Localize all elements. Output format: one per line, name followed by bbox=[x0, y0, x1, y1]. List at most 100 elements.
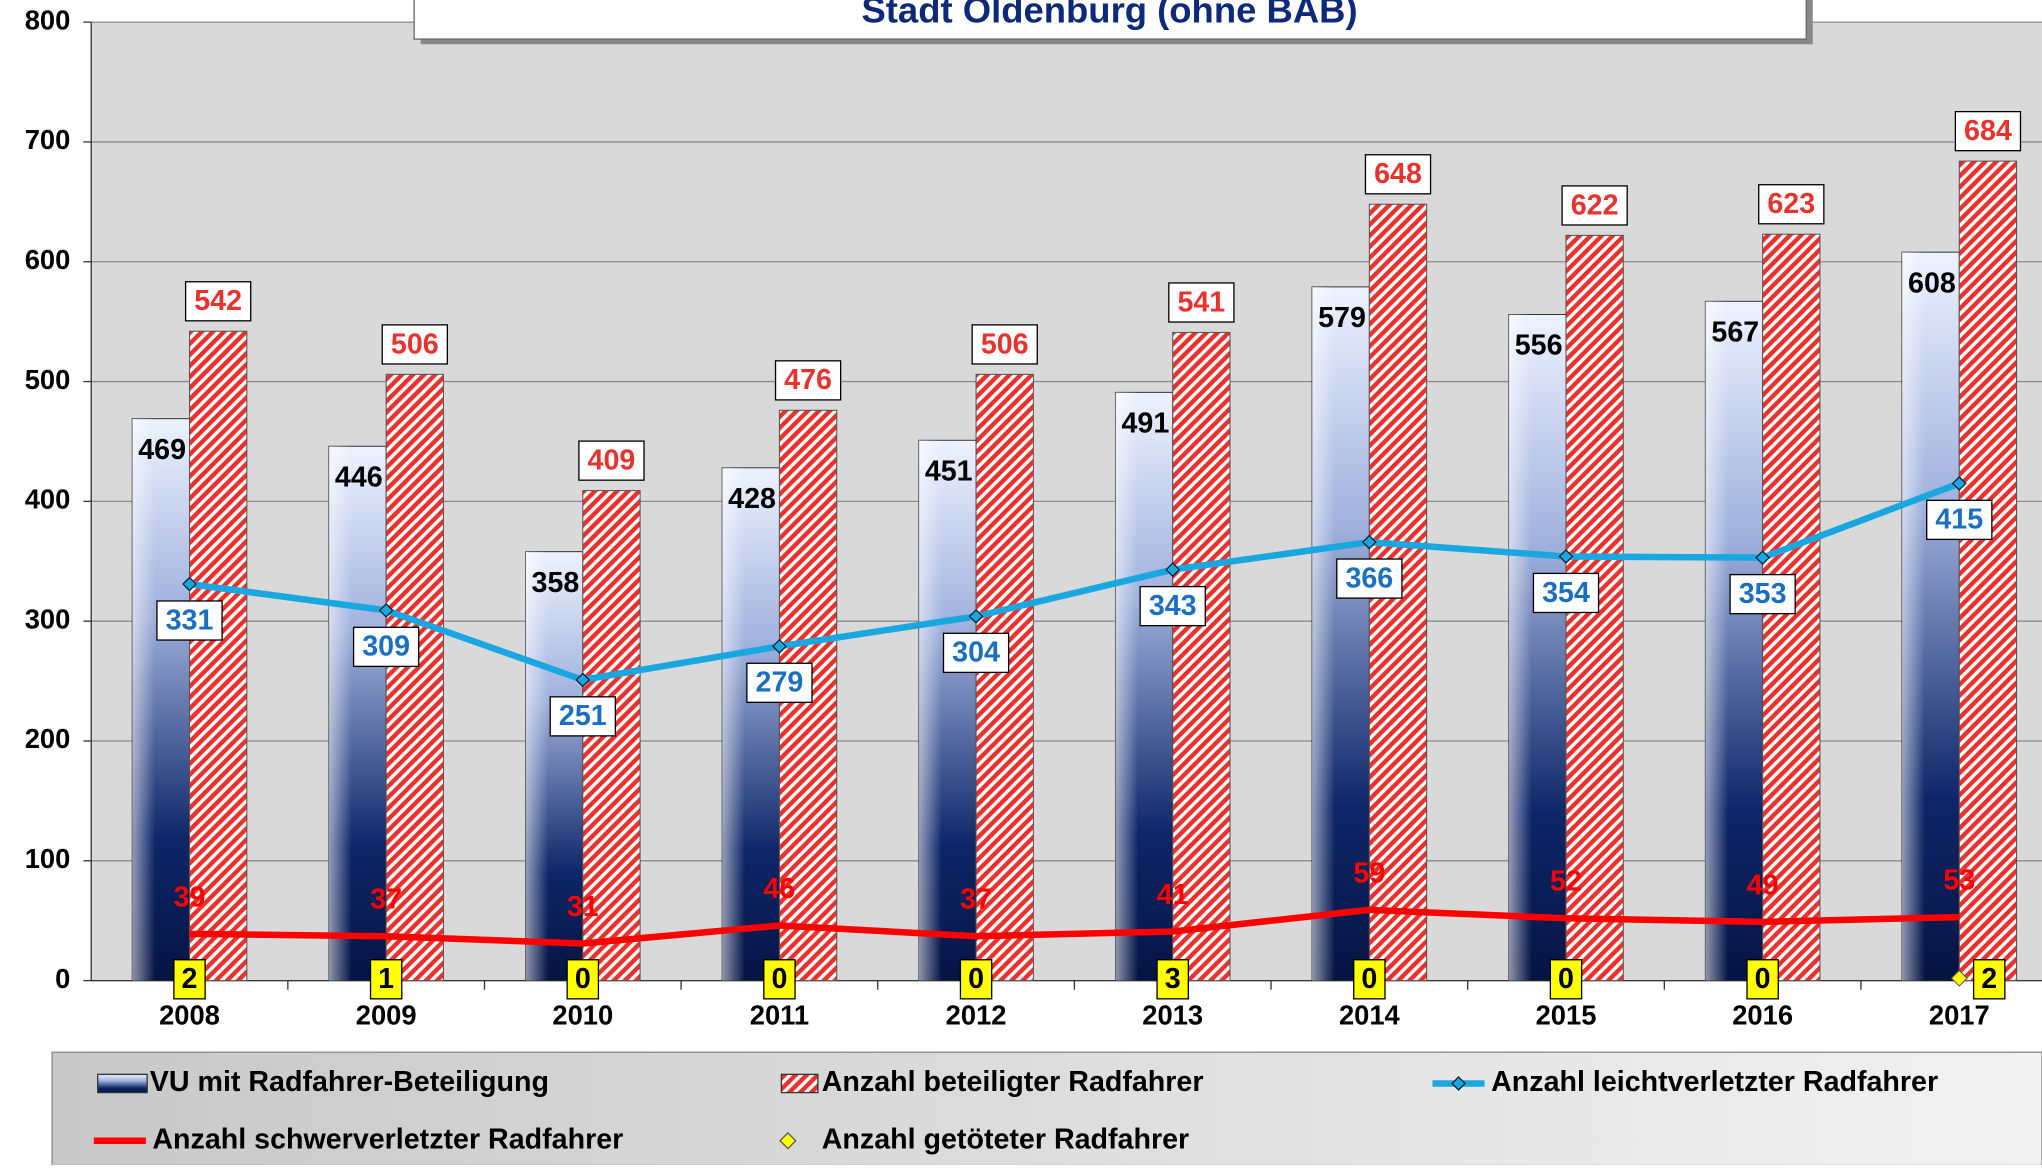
line-label-box bbox=[1926, 499, 1993, 541]
x-tick-label: 2016 bbox=[1732, 999, 1793, 1030]
bar-label: 358 bbox=[532, 567, 580, 599]
marker-label: 1 bbox=[378, 963, 394, 995]
bar-label: 608 bbox=[1908, 267, 1956, 299]
legend-label: Anzahl schwerverletzter Radfahrer bbox=[152, 1123, 623, 1155]
x-tick-label: 2015 bbox=[1536, 999, 1597, 1030]
line-label: 415 bbox=[1935, 504, 1983, 536]
bar-sheen bbox=[1115, 392, 1173, 981]
marker-label: 3 bbox=[1165, 963, 1181, 995]
marker-label: 0 bbox=[1558, 963, 1574, 995]
bar-label: 556 bbox=[1515, 330, 1563, 362]
bar-label-box bbox=[1561, 185, 1628, 226]
bar-label: 428 bbox=[728, 483, 776, 515]
line-label: 309 bbox=[362, 631, 410, 663]
y-tick-label: 0 bbox=[55, 963, 70, 994]
line-label-box bbox=[1139, 585, 1206, 627]
marker-label: 0 bbox=[1755, 963, 1771, 995]
bar-sheen bbox=[1705, 301, 1763, 981]
bar-label-box bbox=[184, 281, 252, 322]
bar bbox=[1172, 331, 1231, 982]
legend-swatch bbox=[97, 1073, 148, 1094]
line-label: 37 bbox=[960, 884, 992, 916]
line bbox=[189, 906, 1960, 947]
legend-swatch bbox=[780, 1073, 819, 1094]
line-label: 343 bbox=[1149, 590, 1197, 622]
bar-sheen bbox=[722, 467, 780, 981]
bar-sheen bbox=[1312, 286, 1370, 981]
bar-label: 476 bbox=[784, 364, 832, 396]
line-label: 46 bbox=[764, 873, 796, 905]
y-tick-label: 400 bbox=[25, 484, 71, 515]
bar-label-box bbox=[774, 360, 842, 401]
x-tick-label: 2008 bbox=[159, 999, 220, 1030]
legend-label: Anzahl beteiligter Radfahrer bbox=[822, 1066, 1204, 1098]
line-label: 366 bbox=[1345, 562, 1393, 594]
line-label: 304 bbox=[952, 637, 1000, 669]
bar bbox=[975, 373, 1034, 982]
y-tick-label: 800 bbox=[25, 4, 71, 35]
bar-label: 622 bbox=[1571, 189, 1619, 221]
line-marker bbox=[968, 608, 984, 624]
bar-label: 506 bbox=[981, 328, 1029, 360]
bar-sheen bbox=[525, 551, 583, 981]
line-label: 41 bbox=[1157, 879, 1189, 911]
line-label-box bbox=[1729, 573, 1796, 615]
line-label: 53 bbox=[1943, 865, 1975, 897]
bar-sheen bbox=[1901, 252, 1960, 981]
bar-label-box bbox=[578, 440, 645, 481]
line bbox=[189, 480, 1961, 684]
line-marker bbox=[771, 638, 787, 654]
line-label: 251 bbox=[559, 700, 607, 732]
y-tick-label: 600 bbox=[25, 244, 71, 275]
bar bbox=[188, 330, 248, 982]
bar-label: 684 bbox=[1964, 115, 2012, 147]
marker-label-box bbox=[763, 959, 796, 1000]
bar-label: 648 bbox=[1374, 158, 1422, 190]
line-label: 279 bbox=[756, 667, 804, 699]
marker-label-box bbox=[1972, 959, 2006, 1000]
line-marker bbox=[1165, 562, 1181, 578]
marker-label: 0 bbox=[771, 963, 787, 995]
y-tick-label: 200 bbox=[25, 723, 71, 754]
line-label: 59 bbox=[1353, 857, 1385, 889]
marker-label: 2 bbox=[1981, 963, 1997, 995]
line-label: 31 bbox=[567, 891, 599, 923]
marker-label: 0 bbox=[1361, 963, 1377, 995]
legend-swatch bbox=[779, 1132, 797, 1150]
marker bbox=[1950, 969, 1968, 987]
marker-label-box bbox=[1549, 959, 1583, 1000]
bar-label-box bbox=[1954, 110, 2022, 152]
line-label-box bbox=[942, 632, 1010, 674]
line-label-box bbox=[352, 626, 420, 668]
x-tick-label: 2009 bbox=[356, 999, 417, 1030]
bar bbox=[1958, 160, 2018, 982]
line-marker bbox=[575, 672, 591, 688]
line-label: 354 bbox=[1542, 577, 1590, 609]
line-label-box bbox=[156, 600, 223, 641]
line-label-box bbox=[549, 696, 616, 737]
bar-label: 491 bbox=[1121, 407, 1169, 439]
line-label: 49 bbox=[1747, 869, 1779, 901]
line-label-box bbox=[1336, 558, 1403, 599]
line-label: 353 bbox=[1739, 578, 1787, 610]
y-tick-label: 700 bbox=[25, 124, 71, 155]
bar bbox=[385, 373, 444, 982]
bar-sheen bbox=[328, 446, 387, 981]
bar-label-box bbox=[1168, 282, 1235, 323]
bar-label: 409 bbox=[588, 444, 636, 476]
bar-label: 469 bbox=[138, 434, 186, 466]
legend-box bbox=[51, 1051, 2042, 1167]
line-label: 52 bbox=[1550, 866, 1582, 898]
bar-label-box bbox=[1758, 184, 1825, 225]
bar-label-box bbox=[381, 324, 449, 365]
legend-label: VU mit Radfahrer-Beteiligung bbox=[150, 1066, 549, 1098]
marker-label-box bbox=[1746, 959, 1779, 1000]
marker-label-box bbox=[1156, 959, 1189, 1000]
marker-label-box bbox=[369, 959, 403, 1000]
legend-marker bbox=[1451, 1076, 1466, 1091]
legend-label: Anzahl getöteter Radfahrer bbox=[822, 1123, 1189, 1155]
y-tick-label: 500 bbox=[25, 364, 71, 395]
bar-label: 579 bbox=[1318, 302, 1366, 334]
marker-label-box bbox=[566, 959, 600, 1000]
